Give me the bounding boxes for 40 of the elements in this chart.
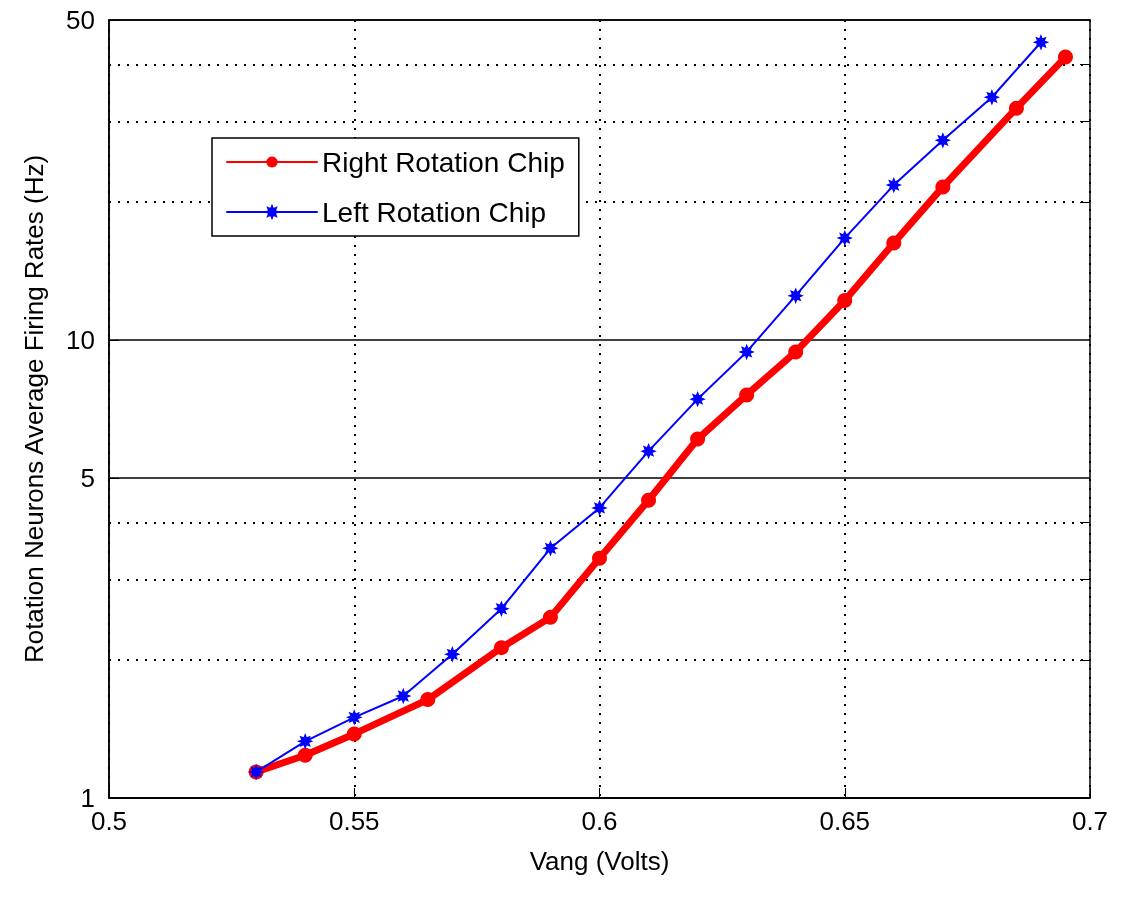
point xyxy=(788,344,804,360)
point xyxy=(1057,49,1073,65)
point xyxy=(887,178,901,192)
point xyxy=(641,492,657,508)
x-tick-label: 0.65 xyxy=(819,806,871,836)
point xyxy=(642,444,656,458)
point xyxy=(298,734,312,748)
point xyxy=(1008,100,1024,116)
x-tick-label: 0.6 xyxy=(581,806,618,836)
y-tick-label: 50 xyxy=(66,5,95,35)
point xyxy=(543,541,557,555)
point xyxy=(347,710,361,724)
point xyxy=(592,550,607,566)
point xyxy=(936,133,950,147)
point xyxy=(445,647,459,661)
x-tick-label: 0.7 xyxy=(1071,806,1109,836)
point xyxy=(297,747,313,763)
point xyxy=(985,90,999,104)
point xyxy=(789,289,803,303)
point xyxy=(346,726,362,742)
point xyxy=(739,387,755,403)
point xyxy=(837,293,853,309)
x-axis-title: Vang (Volts) xyxy=(529,846,670,876)
point xyxy=(838,231,852,245)
point xyxy=(542,609,558,625)
legend-label: Left Rotation Chip xyxy=(322,196,547,228)
point xyxy=(420,692,436,708)
point xyxy=(1034,35,1048,49)
point xyxy=(593,501,606,515)
point xyxy=(493,640,509,656)
y-tick-label: 10 xyxy=(66,325,95,356)
x-tick-label: 0.55 xyxy=(328,806,380,836)
point xyxy=(494,602,508,616)
legend-label: Right Rotation Chip xyxy=(322,146,565,178)
point xyxy=(935,179,951,195)
y-axis-title: Rotation Neurons Average Firing Rates (Hz) xyxy=(19,154,49,664)
point xyxy=(691,392,705,406)
point xyxy=(886,235,902,251)
y-tick-label: 5 xyxy=(80,462,95,493)
point xyxy=(690,431,706,447)
